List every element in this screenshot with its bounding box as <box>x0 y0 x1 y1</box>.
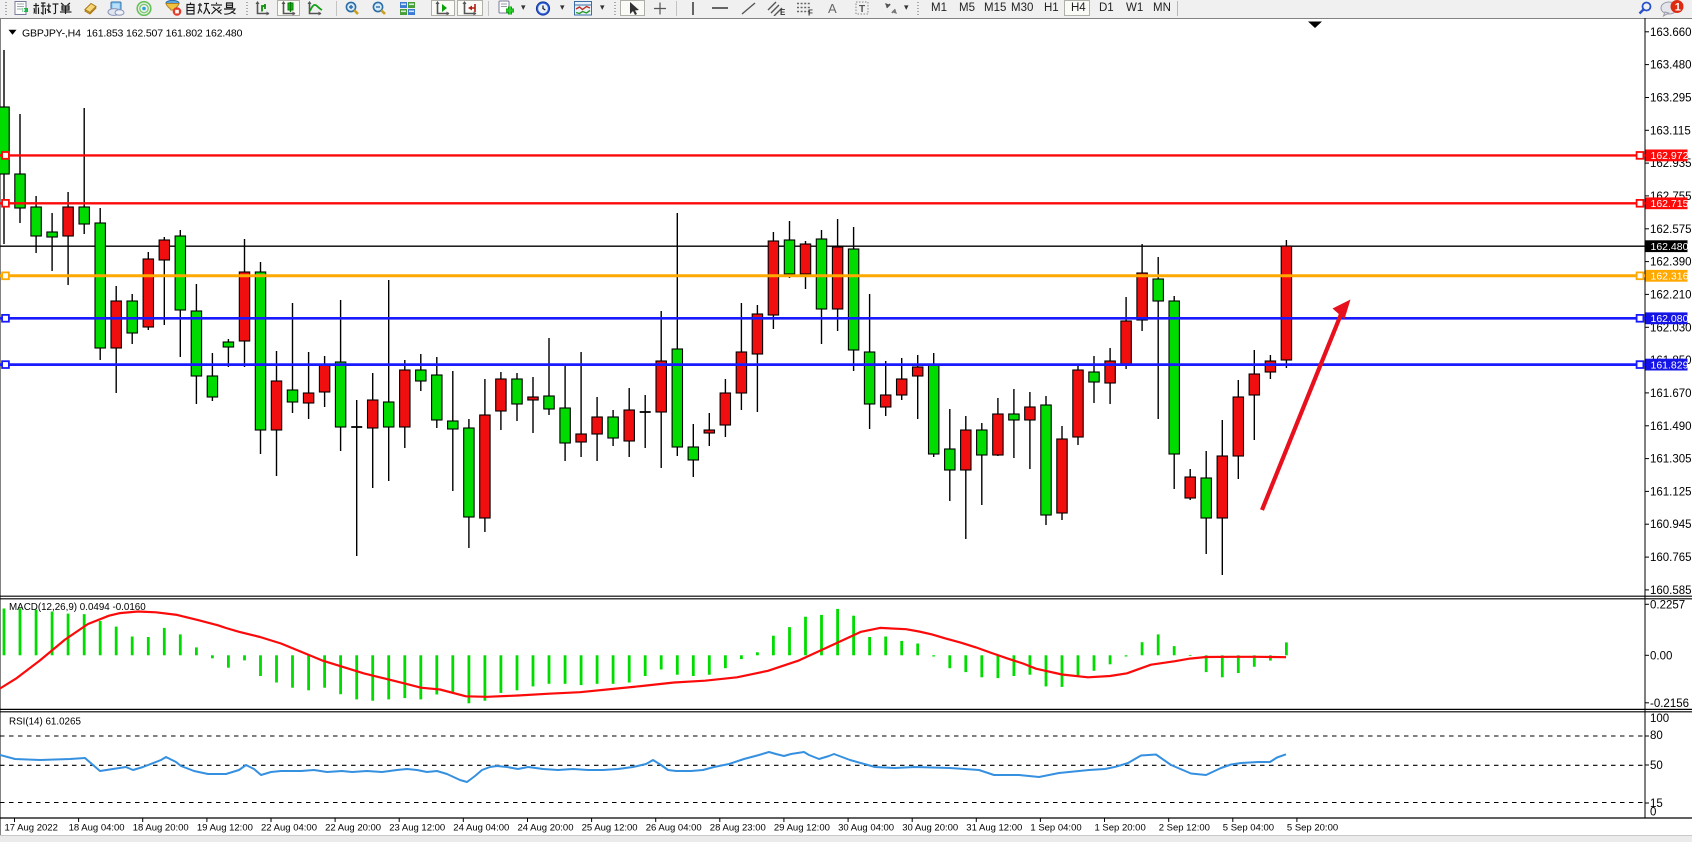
svg-text:163.660: 163.660 <box>1650 27 1692 39</box>
svg-text:22 Aug 04:00: 22 Aug 04:00 <box>261 823 317 834</box>
svg-text:162.210: 162.210 <box>1650 289 1692 301</box>
svg-text:80: 80 <box>1650 730 1663 742</box>
svg-text:24 Aug 20:00: 24 Aug 20:00 <box>518 823 574 834</box>
svg-text:161.829: 161.829 <box>1651 359 1689 371</box>
svg-text:161.670: 161.670 <box>1650 388 1692 400</box>
svg-text:30 Aug 04:00: 30 Aug 04:00 <box>838 823 894 834</box>
svg-text:0.2257: 0.2257 <box>1650 599 1685 611</box>
svg-text:162.972: 162.972 <box>1651 150 1689 162</box>
svg-text:GBPJPY-,H4 161.853 162.507 16: GBPJPY-,H4 161.853 162.507 161.802 162.4… <box>22 28 243 40</box>
svg-text:F: F <box>808 9 813 17</box>
svg-text:100: 100 <box>1650 713 1669 725</box>
svg-text:162.480: 162.480 <box>1651 241 1689 253</box>
svg-text:25 Aug 12:00: 25 Aug 12:00 <box>582 823 638 834</box>
svg-text:162.080: 162.080 <box>1651 313 1689 325</box>
svg-text:50: 50 <box>1650 760 1663 772</box>
svg-text:15: 15 <box>1650 798 1663 810</box>
svg-text:MACD(12,26,9) 0.0494 -0.0160: MACD(12,26,9) 0.0494 -0.0160 <box>9 602 146 613</box>
svg-text:162.390: 162.390 <box>1650 257 1692 269</box>
svg-text:26 Aug 04:00: 26 Aug 04:00 <box>646 823 702 834</box>
svg-text:T: T <box>859 4 865 15</box>
svg-text:18 Aug 20:00: 18 Aug 20:00 <box>133 823 189 834</box>
svg-text:2 Sep 12:00: 2 Sep 12:00 <box>1159 823 1210 834</box>
svg-text:0.00: 0.00 <box>1650 650 1672 662</box>
svg-text:162.030: 162.030 <box>1650 322 1692 334</box>
svg-text:28 Aug 23:00: 28 Aug 23:00 <box>710 823 766 834</box>
svg-text:23 Aug 12:00: 23 Aug 12:00 <box>389 823 445 834</box>
svg-text:5 Sep 04:00: 5 Sep 04:00 <box>1223 823 1274 834</box>
svg-text:-0.2156: -0.2156 <box>1650 698 1689 710</box>
svg-text:19 Aug 12:00: 19 Aug 12:00 <box>197 823 253 834</box>
svg-text:E: E <box>780 8 786 16</box>
svg-text:24 Aug 04:00: 24 Aug 04:00 <box>453 823 509 834</box>
svg-text:163.115: 163.115 <box>1650 125 1691 137</box>
svg-text:161.490: 161.490 <box>1650 421 1692 433</box>
svg-text:160.765: 160.765 <box>1650 552 1692 564</box>
svg-text:163.480: 163.480 <box>1650 60 1692 72</box>
svg-text:22 Aug 20:00: 22 Aug 20:00 <box>325 823 381 834</box>
svg-text:17 Aug 2022: 17 Aug 2022 <box>5 823 58 834</box>
svg-text:162.715: 162.715 <box>1651 198 1689 210</box>
svg-text:162.316: 162.316 <box>1651 271 1689 283</box>
svg-text:30 Aug 20:00: 30 Aug 20:00 <box>902 823 958 834</box>
svg-text:160.945: 160.945 <box>1650 519 1692 531</box>
svg-text:161.125: 161.125 <box>1650 486 1692 498</box>
svg-text:0: 0 <box>1650 807 1656 819</box>
svg-text:161.305: 161.305 <box>1650 454 1692 466</box>
svg-text:18 Aug 04:00: 18 Aug 04:00 <box>69 823 125 834</box>
svg-text:1: 1 <box>1675 2 1681 14</box>
svg-text:163.295: 163.295 <box>1650 93 1692 105</box>
svg-text:31 Aug 12:00: 31 Aug 12:00 <box>966 823 1022 834</box>
svg-text:29 Aug 12:00: 29 Aug 12:00 <box>774 823 830 834</box>
svg-text:RSI(14) 61.0265: RSI(14) 61.0265 <box>9 717 81 728</box>
svg-text:1 Sep 04:00: 1 Sep 04:00 <box>1030 823 1081 834</box>
svg-text:5 Sep 20:00: 5 Sep 20:00 <box>1287 823 1338 834</box>
svg-text:1 Sep 20:00: 1 Sep 20:00 <box>1095 823 1146 834</box>
svg-text:162.575: 162.575 <box>1650 224 1692 236</box>
svg-text:160.585: 160.585 <box>1650 585 1692 597</box>
